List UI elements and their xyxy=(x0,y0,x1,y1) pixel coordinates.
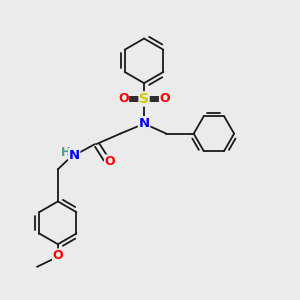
Text: O: O xyxy=(160,92,170,105)
Text: N: N xyxy=(69,148,80,162)
Text: S: S xyxy=(139,92,149,106)
Text: O: O xyxy=(105,155,115,168)
Text: O: O xyxy=(118,92,129,105)
Text: H: H xyxy=(61,146,71,159)
Text: N: N xyxy=(139,117,150,130)
Text: O: O xyxy=(52,249,63,262)
